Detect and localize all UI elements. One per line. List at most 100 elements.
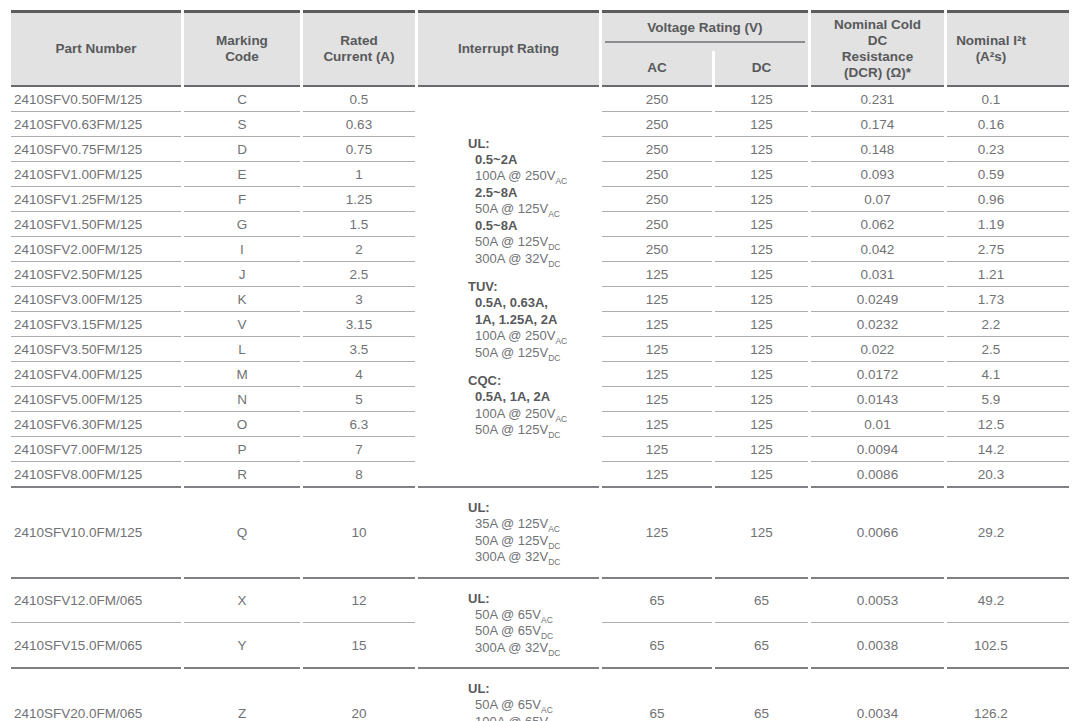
agency-label: UL: — [468, 499, 599, 516]
cell-voltage-dc: 125 — [715, 287, 808, 312]
cell-i2t: 4.1 — [947, 362, 1069, 387]
interrupt-rating-line: 50A @ 65VDC — [468, 623, 599, 640]
cell-voltage-dc: 125 — [715, 387, 808, 412]
cell-i2t: 0.23 — [947, 137, 1069, 162]
cell-voltage-dc: 125 — [715, 312, 808, 337]
interrupt-rating-line: 0.5~2A — [468, 152, 599, 169]
cell-voltage-ac: 250 — [602, 112, 712, 137]
cell-voltage-ac: 125 — [602, 412, 712, 437]
cell-marking-code: E — [184, 162, 300, 187]
cell-rated-current: 20 — [303, 669, 415, 721]
agency-block: TUV:0.5A, 0.63A,1A, 1.25A, 2A100A @ 250V… — [468, 278, 599, 361]
cell-voltage-ac: 125 — [602, 262, 712, 287]
cell-i2t: 1.73 — [947, 287, 1069, 312]
interrupt-rating-line: 50A @ 125VDC — [468, 533, 599, 550]
cell-part-number: 2410SFV15.0FM/065 — [11, 623, 181, 669]
cell-part-number: 2410SFV6.30FM/125 — [11, 412, 181, 437]
cell-voltage-ac: 65 — [602, 579, 712, 624]
cell-voltage-ac: 65 — [602, 669, 712, 721]
cell-voltage-ac: 125 — [602, 287, 712, 312]
cell-marking-code: Z — [184, 669, 300, 721]
cell-voltage-ac: 125 — [602, 462, 712, 488]
cell-voltage-dc: 65 — [715, 669, 808, 721]
cell-part-number: 2410SFV0.63FM/125 — [11, 112, 181, 137]
cell-dcr: 0.031 — [811, 262, 944, 287]
cell-marking-code: L — [184, 337, 300, 362]
interrupt-rating-line: 50A @ 125VDC — [468, 345, 599, 362]
table-row: 2410SFV12.0FM/065X12UL:50A @ 65VAC50A @ … — [11, 579, 1069, 624]
cell-marking-code: G — [184, 212, 300, 237]
cell-part-number: 2410SFV8.00FM/125 — [11, 462, 181, 488]
cell-voltage-dc: 125 — [715, 187, 808, 212]
table-body: 2410SFV0.50FM/125C0.5UL:0.5~2A100A @ 250… — [11, 87, 1069, 721]
cell-voltage-ac: 125 — [602, 312, 712, 337]
cell-voltage-ac: 250 — [602, 162, 712, 187]
cell-i2t: 126.2 — [947, 669, 1069, 721]
cell-dcr: 0.062 — [811, 212, 944, 237]
interrupt-rating-line: 50A @ 65VAC — [468, 607, 599, 624]
cell-marking-code: I — [184, 237, 300, 262]
cell-i2t: 29.2 — [947, 488, 1069, 579]
cell-rated-current: 2.5 — [303, 262, 415, 287]
cell-dcr: 0.148 — [811, 137, 944, 162]
agency-label: CQC: — [468, 372, 599, 389]
cell-voltage-dc: 125 — [715, 87, 808, 112]
interrupt-rating-line: 100A @ 250VAC — [468, 328, 599, 345]
cell-dcr: 0.0034 — [811, 669, 944, 721]
cell-voltage-dc: 65 — [715, 579, 808, 624]
cell-marking-code: P — [184, 437, 300, 462]
cell-dcr: 0.0053 — [811, 579, 944, 624]
cell-voltage-dc: 125 — [715, 162, 808, 187]
col-header-i2t: Nominal I²t (A²s) — [947, 10, 1069, 87]
cell-voltage-ac: 250 — [602, 187, 712, 212]
cell-marking-code: C — [184, 87, 300, 112]
agency-label: UL: — [468, 680, 599, 697]
col-header-part-number: Part Number — [11, 10, 181, 87]
cell-voltage-dc: 125 — [715, 488, 808, 579]
cell-voltage-ac: 125 — [602, 387, 712, 412]
cell-dcr: 0.0038 — [811, 623, 944, 669]
cell-part-number: 2410SFV1.25FM/125 — [11, 187, 181, 212]
agency-label: UL: — [468, 590, 599, 607]
agency-label: UL: — [468, 135, 599, 152]
col-header-dcr: Nominal Cold DC Resistance (DCR) (Ω)* — [811, 10, 944, 87]
cell-rated-current: 3.5 — [303, 337, 415, 362]
cell-voltage-dc: 125 — [715, 137, 808, 162]
cell-voltage-ac: 125 — [602, 488, 712, 579]
cell-dcr: 0.0172 — [811, 362, 944, 387]
cell-part-number: 2410SFV3.00FM/125 — [11, 287, 181, 312]
cell-voltage-ac: 250 — [602, 87, 712, 112]
cell-part-number: 2410SFV0.75FM/125 — [11, 137, 181, 162]
cell-voltage-dc: 125 — [715, 412, 808, 437]
cell-marking-code: O — [184, 412, 300, 437]
voltage-group-label: Voltage Rating (V) — [605, 13, 805, 43]
cell-voltage-ac: 125 — [602, 362, 712, 387]
cell-interrupt-rating: UL:35A @ 125VAC50A @ 125VDC300A @ 32VDC — [418, 488, 599, 579]
cell-voltage-dc: 125 — [715, 437, 808, 462]
agency-block: CQC:0.5A, 1A, 2A100A @ 250VAC50A @ 125VD… — [468, 372, 599, 439]
interrupt-rating-line: 50A @ 125VDC — [468, 234, 599, 251]
cell-part-number: 2410SFV1.00FM/125 — [11, 162, 181, 187]
interrupt-rating-line: 100A @ 250VAC — [468, 406, 599, 423]
cell-marking-code: D — [184, 137, 300, 162]
interrupt-rating-line: 0.5A, 0.63A, — [468, 295, 599, 312]
interrupt-rating-line: 50A @ 125VAC — [468, 201, 599, 218]
interrupt-rating-line: 1A, 1.25A, 2A — [468, 312, 599, 329]
cell-interrupt-rating: UL:50A @ 65VAC50A @ 65VDC300A @ 32VDC — [418, 579, 599, 670]
cell-voltage-dc: 65 — [715, 623, 808, 669]
cell-dcr: 0.231 — [811, 87, 944, 112]
cell-dcr: 0.0086 — [811, 462, 944, 488]
cell-i2t: 49.2 — [947, 579, 1069, 624]
table-row: 2410SFV10.0FM/125Q10UL:35A @ 125VAC50A @… — [11, 488, 1069, 579]
cell-rated-current: 5 — [303, 387, 415, 412]
cell-i2t: 2.5 — [947, 337, 1069, 362]
cell-marking-code: R — [184, 462, 300, 488]
col-group-voltage-rating: Voltage Rating (V) — [602, 10, 808, 51]
cell-rated-current: 6.3 — [303, 412, 415, 437]
cell-dcr: 0.0094 — [811, 437, 944, 462]
cell-dcr: 0.07 — [811, 187, 944, 212]
cell-dcr: 0.093 — [811, 162, 944, 187]
cell-rated-current: 1.25 — [303, 187, 415, 212]
cell-marking-code: K — [184, 287, 300, 312]
cell-voltage-ac: 250 — [602, 237, 712, 262]
